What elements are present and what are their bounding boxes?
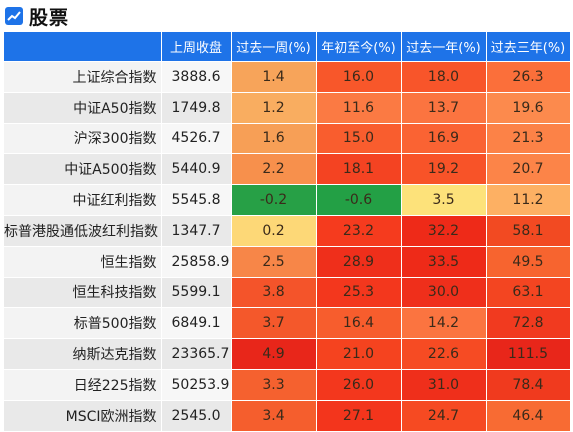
three-year-change-cell: 49.5 <box>486 246 571 278</box>
index-name-cell: 中证A500指数 <box>4 153 162 186</box>
close-price-cell: 50253.9 <box>161 369 232 401</box>
table-row: 中证A50指数 1749.8 1.2 11.6 13.7 19.6 <box>4 92 571 124</box>
week-change-cell: 3.4 <box>231 400 317 432</box>
close-price-cell: 1347.7 <box>161 215 232 247</box>
three-year-change-cell: 20.7 <box>486 153 571 186</box>
stock-table: 上周收盘 过去一周(%) 年初至今(%) 过去一年(%) 过去三年(%) 上证综… <box>4 32 571 432</box>
page-header: 股票 <box>0 0 573 32</box>
week-change-cell: 1.2 <box>231 92 317 124</box>
year-change-cell: 22.6 <box>401 338 487 370</box>
ytd-change-cell: 28.9 <box>316 246 402 278</box>
week-change-cell: 3.7 <box>231 307 317 340</box>
table-row: 恒生指数 25858.9 2.5 28.9 33.5 49.5 <box>4 246 571 278</box>
index-name-cell: 日经225指数 <box>4 369 162 401</box>
three-year-change-cell: 26.3 <box>486 61 571 93</box>
ytd-change-cell: 15.0 <box>316 123 402 155</box>
year-change-cell: 18.0 <box>401 61 487 93</box>
ytd-change-cell: 27.1 <box>316 400 402 432</box>
index-name-cell: 上证综合指数 <box>4 61 162 93</box>
ytd-change-cell: 26.0 <box>316 369 402 401</box>
close-price-cell: 2545.0 <box>161 400 232 432</box>
ytd-change-cell: 25.3 <box>316 277 402 309</box>
week-change-cell: -0.2 <box>231 184 317 216</box>
three-year-change-cell: 11.2 <box>486 184 571 216</box>
column-header-three-year: 过去三年(%) <box>486 32 571 62</box>
year-change-cell: 3.5 <box>401 184 487 216</box>
table-header-row: 上周收盘 过去一周(%) 年初至今(%) 过去一年(%) 过去三年(%) <box>4 32 571 62</box>
ytd-change-cell: 23.2 <box>316 215 402 247</box>
close-price-cell: 4526.7 <box>161 123 232 155</box>
three-year-change-cell: 63.1 <box>486 277 571 309</box>
close-price-cell: 1749.8 <box>161 92 232 124</box>
three-year-change-cell: 72.8 <box>486 307 571 340</box>
page-title: 股票 <box>29 6 70 29</box>
year-change-cell: 19.2 <box>401 153 487 186</box>
year-change-cell: 32.2 <box>401 215 487 247</box>
index-name-cell: 恒生指数 <box>4 246 162 278</box>
index-name-cell: 标普500指数 <box>4 307 162 340</box>
three-year-change-cell: 19.6 <box>486 92 571 124</box>
close-price-cell: 5545.8 <box>161 184 232 216</box>
table-row: 恒生科技指数 5599.1 3.8 25.3 30.0 63.1 <box>4 277 571 309</box>
year-change-cell: 30.0 <box>401 277 487 309</box>
close-price-cell: 6849.1 <box>161 307 232 340</box>
week-change-cell: 2.2 <box>231 153 317 186</box>
ytd-change-cell: -0.6 <box>316 184 402 216</box>
year-change-cell: 14.2 <box>401 307 487 340</box>
table-row: 中证红利指数 5545.8 -0.2 -0.6 3.5 11.2 <box>4 184 571 216</box>
index-name-cell: MSCI欧洲指数 <box>4 400 162 432</box>
close-price-cell: 25858.9 <box>161 246 232 278</box>
trend-chart-icon <box>5 7 23 25</box>
column-header-year: 过去一年(%) <box>401 32 487 62</box>
close-price-cell: 3888.6 <box>161 61 232 93</box>
table-row: 标普港股通低波红利指数 1347.7 0.2 23.2 32.2 58.1 <box>4 215 571 247</box>
week-change-cell: 3.3 <box>231 369 317 401</box>
column-header-close: 上周收盘 <box>161 32 232 62</box>
ytd-change-cell: 11.6 <box>316 92 402 124</box>
close-price-cell: 23365.7 <box>161 338 232 370</box>
ytd-change-cell: 16.0 <box>316 61 402 93</box>
ytd-change-cell: 16.4 <box>316 307 402 340</box>
year-change-cell: 13.7 <box>401 92 487 124</box>
year-change-cell: 24.7 <box>401 400 487 432</box>
index-name-cell: 恒生科技指数 <box>4 277 162 309</box>
index-name-cell: 纳斯达克指数 <box>4 338 162 370</box>
index-name-cell: 标普港股通低波红利指数 <box>4 215 162 247</box>
year-change-cell: 16.9 <box>401 123 487 155</box>
column-header-ytd: 年初至今(%) <box>316 32 402 62</box>
three-year-change-cell: 21.3 <box>486 123 571 155</box>
column-header-index <box>4 32 162 62</box>
close-price-cell: 5440.9 <box>161 153 232 186</box>
table-row: 标普500指数 6849.1 3.7 16.4 14.2 72.8 <box>4 307 571 340</box>
index-name-cell: 中证红利指数 <box>4 184 162 216</box>
close-price-cell: 5599.1 <box>161 277 232 309</box>
table-row: MSCI欧洲指数 2545.0 3.4 27.1 24.7 46.4 <box>4 400 571 432</box>
three-year-change-cell: 78.4 <box>486 369 571 401</box>
column-header-week: 过去一周(%) <box>231 32 317 62</box>
table-row: 日经225指数 50253.9 3.3 26.0 31.0 78.4 <box>4 369 571 401</box>
week-change-cell: 4.9 <box>231 338 317 370</box>
table-row: 沪深300指数 4526.7 1.6 15.0 16.9 21.3 <box>4 123 571 155</box>
week-change-cell: 1.4 <box>231 61 317 93</box>
index-name-cell: 沪深300指数 <box>4 123 162 155</box>
table-row: 纳斯达克指数 23365.7 4.9 21.0 22.6 111.5 <box>4 338 571 370</box>
table-row: 中证A500指数 5440.9 2.2 18.1 19.2 20.7 <box>4 153 571 186</box>
week-change-cell: 3.8 <box>231 277 317 309</box>
week-change-cell: 2.5 <box>231 246 317 278</box>
ytd-change-cell: 21.0 <box>316 338 402 370</box>
week-change-cell: 0.2 <box>231 215 317 247</box>
ytd-change-cell: 18.1 <box>316 153 402 186</box>
three-year-change-cell: 58.1 <box>486 215 571 247</box>
week-change-cell: 1.6 <box>231 123 317 155</box>
index-name-cell: 中证A50指数 <box>4 92 162 124</box>
three-year-change-cell: 111.5 <box>486 338 571 370</box>
year-change-cell: 33.5 <box>401 246 487 278</box>
year-change-cell: 31.0 <box>401 369 487 401</box>
table-row: 上证综合指数 3888.6 1.4 16.0 18.0 26.3 <box>4 61 571 93</box>
three-year-change-cell: 46.4 <box>486 400 571 432</box>
